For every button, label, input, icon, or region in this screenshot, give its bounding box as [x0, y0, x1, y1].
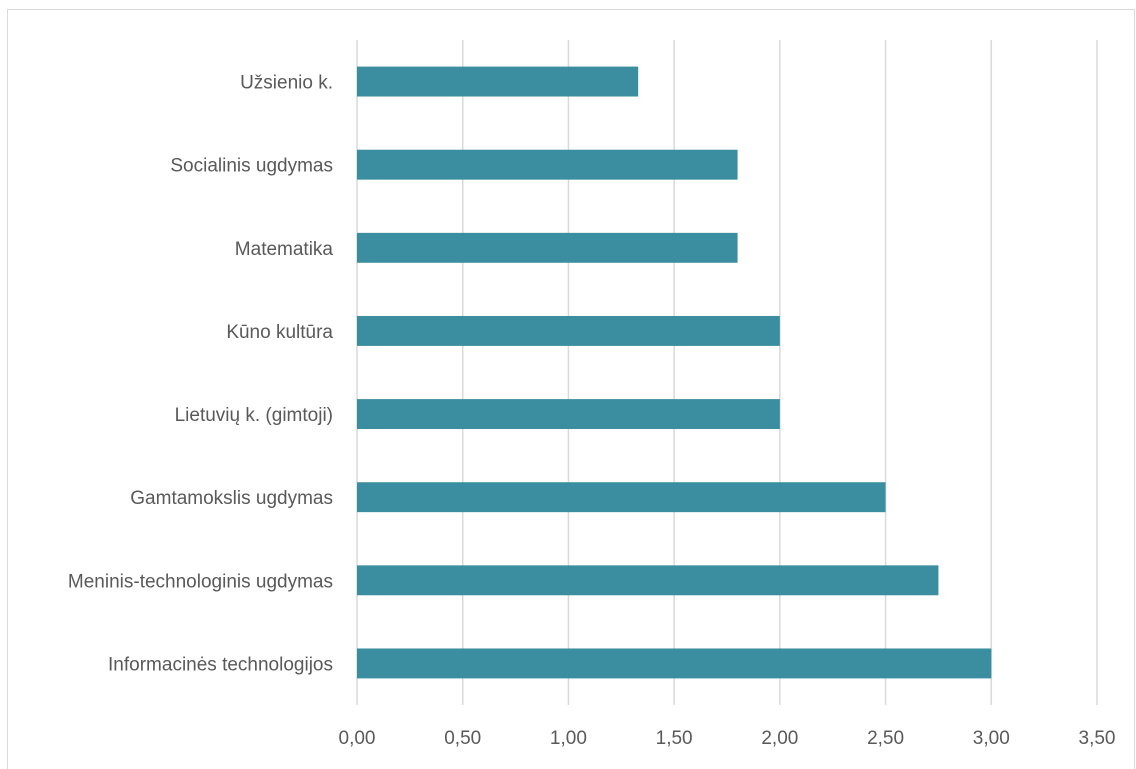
chart-frame [7, 9, 1135, 769]
bar-6 [357, 565, 939, 596]
x-tick-label-0: 0,00 [339, 728, 376, 749]
category-label-5: Gamtamokslis ugdymas [130, 488, 333, 509]
x-tick-label-6: 3,00 [973, 728, 1010, 749]
bar-1 [357, 149, 738, 180]
category-label-1: Socialinis ugdymas [170, 156, 333, 177]
bar-5 [357, 482, 886, 513]
category-label-6: Meninis-technologinis ugdymas [68, 571, 333, 592]
x-tick-label-5: 2,50 [867, 728, 904, 749]
x-tick-label-4: 2,00 [761, 728, 798, 749]
x-tick-label-2: 1,00 [550, 728, 587, 749]
x-tick-label-7: 3,50 [1079, 728, 1116, 749]
bar-0 [357, 66, 639, 97]
bar-7 [357, 648, 992, 679]
x-tick-label-3: 1,50 [656, 728, 693, 749]
category-labels: Užsienio k. Socialinis ugdymas Matematika K… [68, 73, 334, 676]
bar-4 [357, 399, 780, 430]
category-label-3: Kūno kultūra [226, 322, 333, 343]
category-label-0: Užsienio k. [240, 73, 333, 94]
category-label-4: Lietuvių k. (gimtoji) [175, 405, 333, 426]
bar-2 [357, 232, 738, 263]
bars [357, 66, 992, 679]
bar-3 [357, 315, 780, 346]
x-tick-labels: 0,00 0,50 1,00 1,50 2,00 2,50 3,00 3,50 [339, 728, 1116, 749]
x-tick-label-1: 0,50 [444, 728, 481, 749]
category-label-7: Informacinės technologijos [108, 654, 333, 675]
grid-lines [356, 40, 1098, 705]
category-label-2: Matematika [235, 239, 334, 260]
